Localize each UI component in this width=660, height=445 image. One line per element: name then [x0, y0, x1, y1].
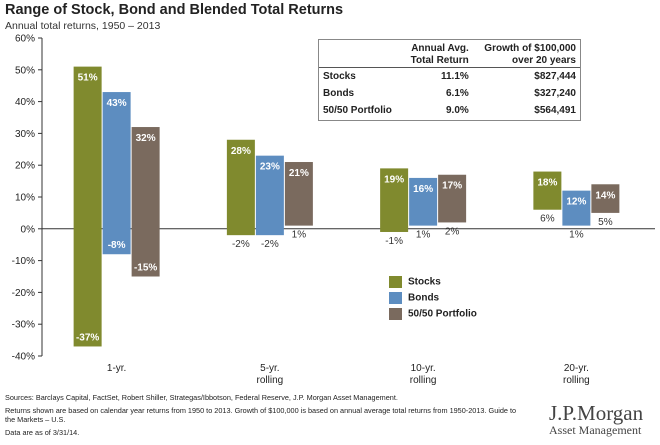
bar-bonds	[102, 92, 131, 255]
y-tick-label: -30%	[12, 320, 35, 331]
summary-table: Annual Avg. Total Return Growth of $100,0…	[318, 39, 581, 121]
summary-header-avg-text: Annual Avg. Total Return	[410, 43, 469, 66]
bar-bonds	[562, 190, 591, 226]
bar-50-50-portfolio	[131, 127, 160, 277]
bar-max-label: 23%	[260, 162, 280, 173]
bar-bonds	[409, 177, 438, 226]
category-label-line2: rolling	[563, 375, 590, 386]
y-tick-label: -40%	[12, 352, 35, 363]
summary-row-growth: $827,444	[534, 70, 576, 82]
bar-min-label: 1%	[292, 230, 307, 241]
bar-min-label: 1%	[569, 230, 584, 241]
bar-min-label: 6%	[540, 214, 555, 225]
bar-min-label: -8%	[108, 240, 126, 251]
bar-min-label: 5%	[598, 217, 613, 228]
summary-row-avg: 6.1%	[446, 87, 469, 99]
sources-text: Sources: Barclays Capital, FactSet, Robe…	[5, 393, 398, 402]
summary-row-growth: $564,491	[534, 104, 576, 116]
bar-stocks	[380, 168, 409, 232]
bar-max-label: 43%	[107, 98, 127, 109]
summary-row-name: 50/50 Portfolio	[323, 104, 392, 116]
legend-label: 50/50 Portfolio	[408, 308, 477, 320]
chart-subtitle: Annual total returns, 1950 – 2013	[5, 20, 161, 32]
chart-title: Range of Stock, Bond and Blended Total R…	[5, 2, 344, 18]
y-tick-label: -20%	[12, 288, 35, 299]
legend-swatch-portfolio	[389, 308, 402, 320]
bar-min-label: 2%	[445, 226, 460, 237]
bar-stocks	[73, 66, 102, 347]
y-tick-label: 10%	[15, 193, 35, 204]
bar-50-50-portfolio	[284, 162, 313, 226]
summary-row-name: Stocks	[323, 70, 356, 82]
legend-item-bonds: Bonds	[389, 292, 439, 304]
range-bar-chart: -40% -30% -20% -10% 0% 10% 20% 30% 40% 50% 60% 51% -…	[12, 34, 655, 386]
y-tick-label: 60%	[15, 34, 35, 45]
legend-item-stocks: Stocks	[389, 276, 441, 288]
y-tick-label: 50%	[15, 65, 35, 76]
bar-stocks	[226, 139, 255, 236]
legend-swatch-stocks	[389, 276, 402, 288]
bar-50-50-portfolio	[438, 174, 467, 223]
bar-max-label: 51%	[78, 73, 98, 84]
bar-min-label: -15%	[134, 263, 157, 274]
bar-max-label: 28%	[231, 146, 251, 157]
bar-min-label: -37%	[76, 332, 99, 343]
legend-label: Stocks	[408, 276, 441, 288]
summary-row-avg: 11.1%	[440, 70, 469, 82]
jpmorgan-logo: J.P.Morgan Asset Management	[549, 402, 659, 437]
category-label: 20-yr.	[564, 363, 589, 374]
bar-min-label: -1%	[385, 236, 403, 247]
summary-row-bonds: Bonds 6.1% $327,240	[319, 85, 580, 102]
bar-stocks	[533, 171, 562, 210]
bar-max-label: 32%	[136, 133, 156, 144]
category-label: 1-yr.	[107, 363, 126, 374]
bar-50-50-portfolio	[591, 184, 620, 213]
note-text: Returns shown are based on calendar year…	[5, 406, 517, 424]
summary-row-avg: 9.0%	[446, 104, 469, 116]
summary-row-name: Bonds	[323, 87, 355, 99]
bar-max-label: 14%	[595, 190, 615, 201]
bar-min-label: -2%	[232, 239, 250, 250]
summary-header-blank	[319, 40, 402, 68]
y-tick-label: -10%	[12, 256, 35, 267]
logo-name: J.P.Morgan	[549, 401, 644, 425]
category-label: 5-yr.	[260, 363, 279, 374]
y-tick-label: 0%	[21, 224, 36, 235]
bar-min-label: 1%	[416, 230, 431, 241]
bar-max-label: 21%	[289, 168, 309, 179]
legend-label: Bonds	[408, 292, 440, 304]
legend-swatch-bonds	[389, 292, 402, 304]
bar-max-label: 18%	[537, 178, 557, 189]
bar-bonds	[255, 155, 284, 236]
summary-row-growth: $327,240	[534, 87, 576, 99]
category-label: 10-yr.	[411, 363, 436, 374]
bar-max-label: 19%	[384, 174, 404, 185]
y-tick-label: 30%	[15, 129, 35, 140]
summary-header-avg: Annual Avg. Total Return	[401, 40, 473, 68]
footnotes: Sources: Barclays Capital, FactSet, Robe…	[5, 393, 525, 437]
y-tick-label: 20%	[15, 161, 35, 172]
bar-min-label: -2%	[261, 239, 279, 250]
summary-row-stocks: Stocks 11.1% $827,444	[319, 68, 580, 86]
date-text: Data are as of 3/31/14.	[5, 428, 80, 437]
bar-max-label: 16%	[413, 184, 433, 195]
category-label-line2: rolling	[410, 375, 437, 386]
legend-item-portfolio: 50/50 Portfolio	[389, 308, 477, 320]
bar-max-label: 12%	[566, 197, 586, 208]
summary-row-portfolio: 50/50 Portfolio 9.0% $564,491	[319, 102, 580, 119]
logo-sub: Asset Management	[549, 423, 642, 437]
bar-max-label: 17%	[442, 181, 462, 192]
y-tick-label: 40%	[15, 97, 35, 108]
category-label-line2: rolling	[257, 375, 284, 386]
summary-header-growth: Growth of $100,000 over 20 years	[472, 40, 580, 68]
summary-header-growth-text: Growth of $100,000 over 20 years	[484, 43, 576, 66]
